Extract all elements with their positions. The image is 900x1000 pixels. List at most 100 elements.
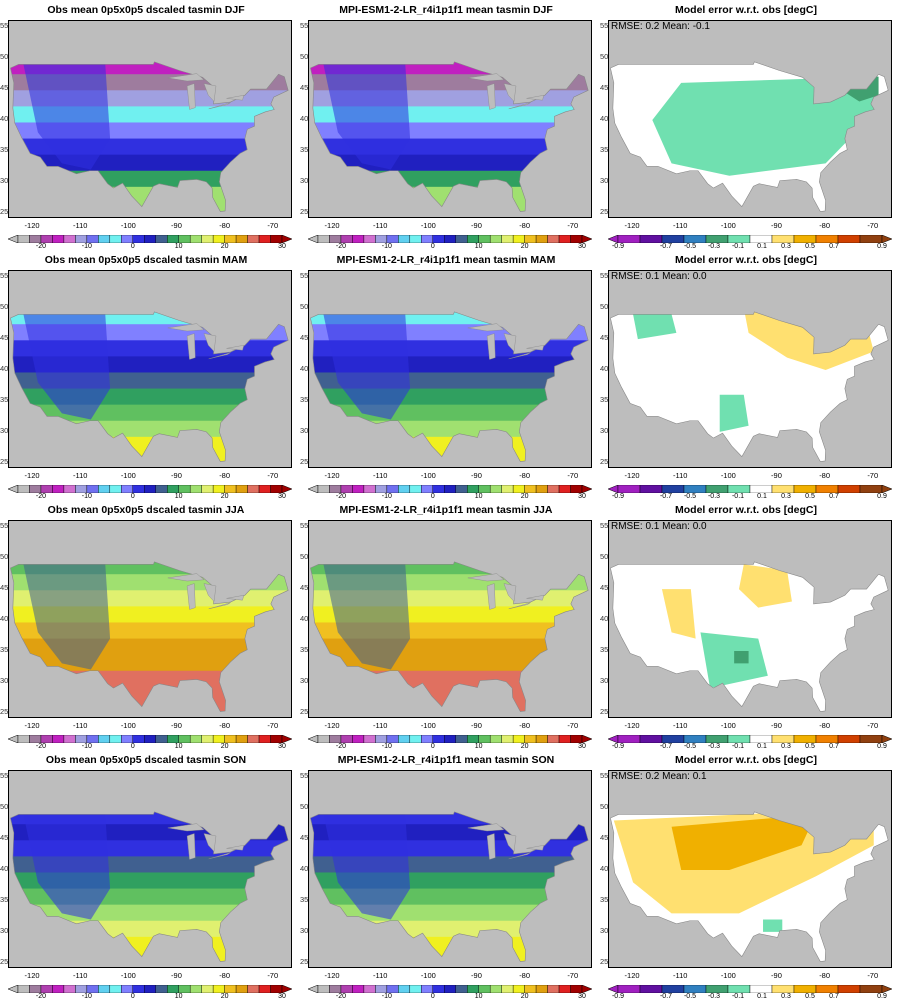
lon-tick-label: -120 — [324, 971, 340, 980]
lon-tick-label: -90 — [171, 471, 182, 480]
colorbar-label: 0 — [130, 243, 135, 250]
colorbar-swatch — [859, 985, 883, 993]
colorbar-swatch — [86, 985, 99, 993]
colorbar-max-arrow — [581, 485, 592, 493]
colorbar-swatch — [558, 735, 571, 743]
lake — [203, 333, 217, 352]
colorbar — [308, 235, 592, 243]
colorbar-swatch — [749, 735, 773, 743]
temp-band — [310, 904, 589, 922]
colorbar-swatch — [121, 485, 133, 493]
colorbar-label: 0.5 — [805, 243, 815, 250]
coast-outline — [10, 561, 289, 712]
colorbar-swatch — [201, 235, 214, 243]
colorbar-label: -20 — [35, 243, 47, 250]
colorbar-swatch — [478, 485, 491, 493]
model-map-panel: MPI-ESM1-2-LR_r4i1p1f1 mean tasmin SON 55… — [300, 750, 592, 1000]
map-plot-area — [308, 20, 592, 218]
lon-tick-label: -70 — [867, 721, 879, 730]
lon-tick-label: -110 — [372, 971, 388, 980]
colorbar-label: -10 — [81, 743, 92, 750]
colorbar-swatch — [132, 985, 145, 993]
colorbar-label: 0.7 — [829, 743, 839, 750]
colorbar-swatch — [352, 235, 365, 243]
mountain-cool-region — [323, 314, 411, 420]
lake — [186, 833, 196, 860]
colorbar-swatch — [771, 235, 795, 243]
colorbar-label: 30 — [278, 493, 286, 500]
colorbar — [308, 735, 592, 743]
lon-tick-label: -120 — [324, 721, 340, 730]
colorbar-swatch — [52, 235, 65, 243]
colorbar-swatch — [132, 485, 145, 493]
colorbar-swatch — [771, 485, 795, 493]
map-plot-area: RMSE: 0.2 Mean: -0.1 — [608, 20, 892, 218]
lake — [167, 823, 205, 832]
colorbar-swatch — [247, 735, 260, 743]
colorbar-swatch — [235, 235, 248, 243]
colorbar-swatch — [352, 485, 365, 493]
colorbar-swatch — [340, 235, 353, 243]
colorbar-swatch — [132, 735, 145, 743]
lat-tick-label: 25 — [600, 206, 609, 216]
colorbar-swatch — [144, 985, 156, 993]
lon-tick-label: -90 — [771, 471, 782, 480]
lat-tick-label: 40 — [600, 364, 609, 373]
colorbar-svg — [608, 235, 892, 243]
lat-tick-label: 50 — [600, 552, 609, 562]
lat-tick-label: 35 — [0, 644, 9, 654]
lon-tick-label: -120 — [624, 471, 640, 480]
colorbar-swatch — [109, 735, 122, 743]
panel-title: Obs mean 0p5x0p5 dscaled tasmin JJA — [47, 504, 245, 516]
lat-tick-label: 30 — [300, 175, 309, 185]
lon-tick-label: -70 — [267, 471, 279, 480]
colorbar-swatch — [144, 735, 156, 743]
lat-tick-label: 50 — [300, 802, 309, 812]
colorbar-label: 0.3 — [781, 993, 791, 1000]
colorbar-swatch — [40, 735, 53, 743]
coast-outline — [610, 311, 889, 462]
colorbar-label: 20 — [220, 243, 229, 250]
colorbar-swatch — [421, 735, 433, 743]
lat-tick-label: 35 — [600, 644, 609, 654]
colorbar-label: 0.3 — [781, 743, 791, 750]
colorbar-swatch — [178, 985, 191, 993]
lon-tick-label: -90 — [171, 721, 182, 730]
colorbar-swatch — [86, 485, 99, 493]
lon-tick-label: -120 — [624, 221, 640, 230]
colorbar-label: 20 — [220, 743, 229, 750]
colorbar — [8, 485, 292, 493]
colorbar-label: -20 — [35, 493, 47, 500]
colorbar-label: 0.9 — [877, 243, 887, 250]
colorbar-swatch — [398, 485, 411, 493]
panel-title: Model error w.r.t. obs [degC] — [675, 754, 817, 766]
colorbar-swatch — [535, 735, 548, 743]
lat-tick-label: 45 — [600, 333, 609, 343]
lat-tick-label: 40 — [300, 864, 309, 873]
temp-band — [9, 271, 292, 309]
lake — [508, 852, 531, 860]
colorbar-swatch — [247, 485, 260, 493]
lon-tick-label: -90 — [171, 971, 182, 980]
error-map-panel: Model error w.r.t. obs [degC] RMSE: 0.2 M… — [600, 750, 892, 1000]
colorbar-swatch — [224, 735, 237, 743]
colorbar-min-arrow — [308, 485, 319, 493]
colorbar-swatch — [386, 735, 399, 743]
colorbar-swatch — [270, 985, 283, 993]
lake — [486, 333, 496, 360]
colorbar-swatch — [444, 485, 456, 493]
colorbar-swatch — [52, 485, 65, 493]
colorbar-swatch — [683, 235, 707, 243]
mountain-cool-region — [323, 814, 411, 920]
colorbar-swatch — [375, 735, 388, 743]
lon-tick-label: -70 — [267, 721, 279, 730]
colorbar-swatch — [29, 985, 42, 993]
lat-tick-label: 30 — [600, 675, 609, 685]
colorbar-label: 0 — [430, 993, 435, 1000]
colorbar-min-arrow — [8, 985, 19, 993]
mountain-cool-region — [23, 314, 111, 420]
colorbar-swatch — [132, 235, 145, 243]
colorbar-label: -0.5 — [683, 743, 697, 750]
lat-tick-label: 30 — [0, 175, 9, 185]
colorbar-swatch — [501, 485, 514, 493]
